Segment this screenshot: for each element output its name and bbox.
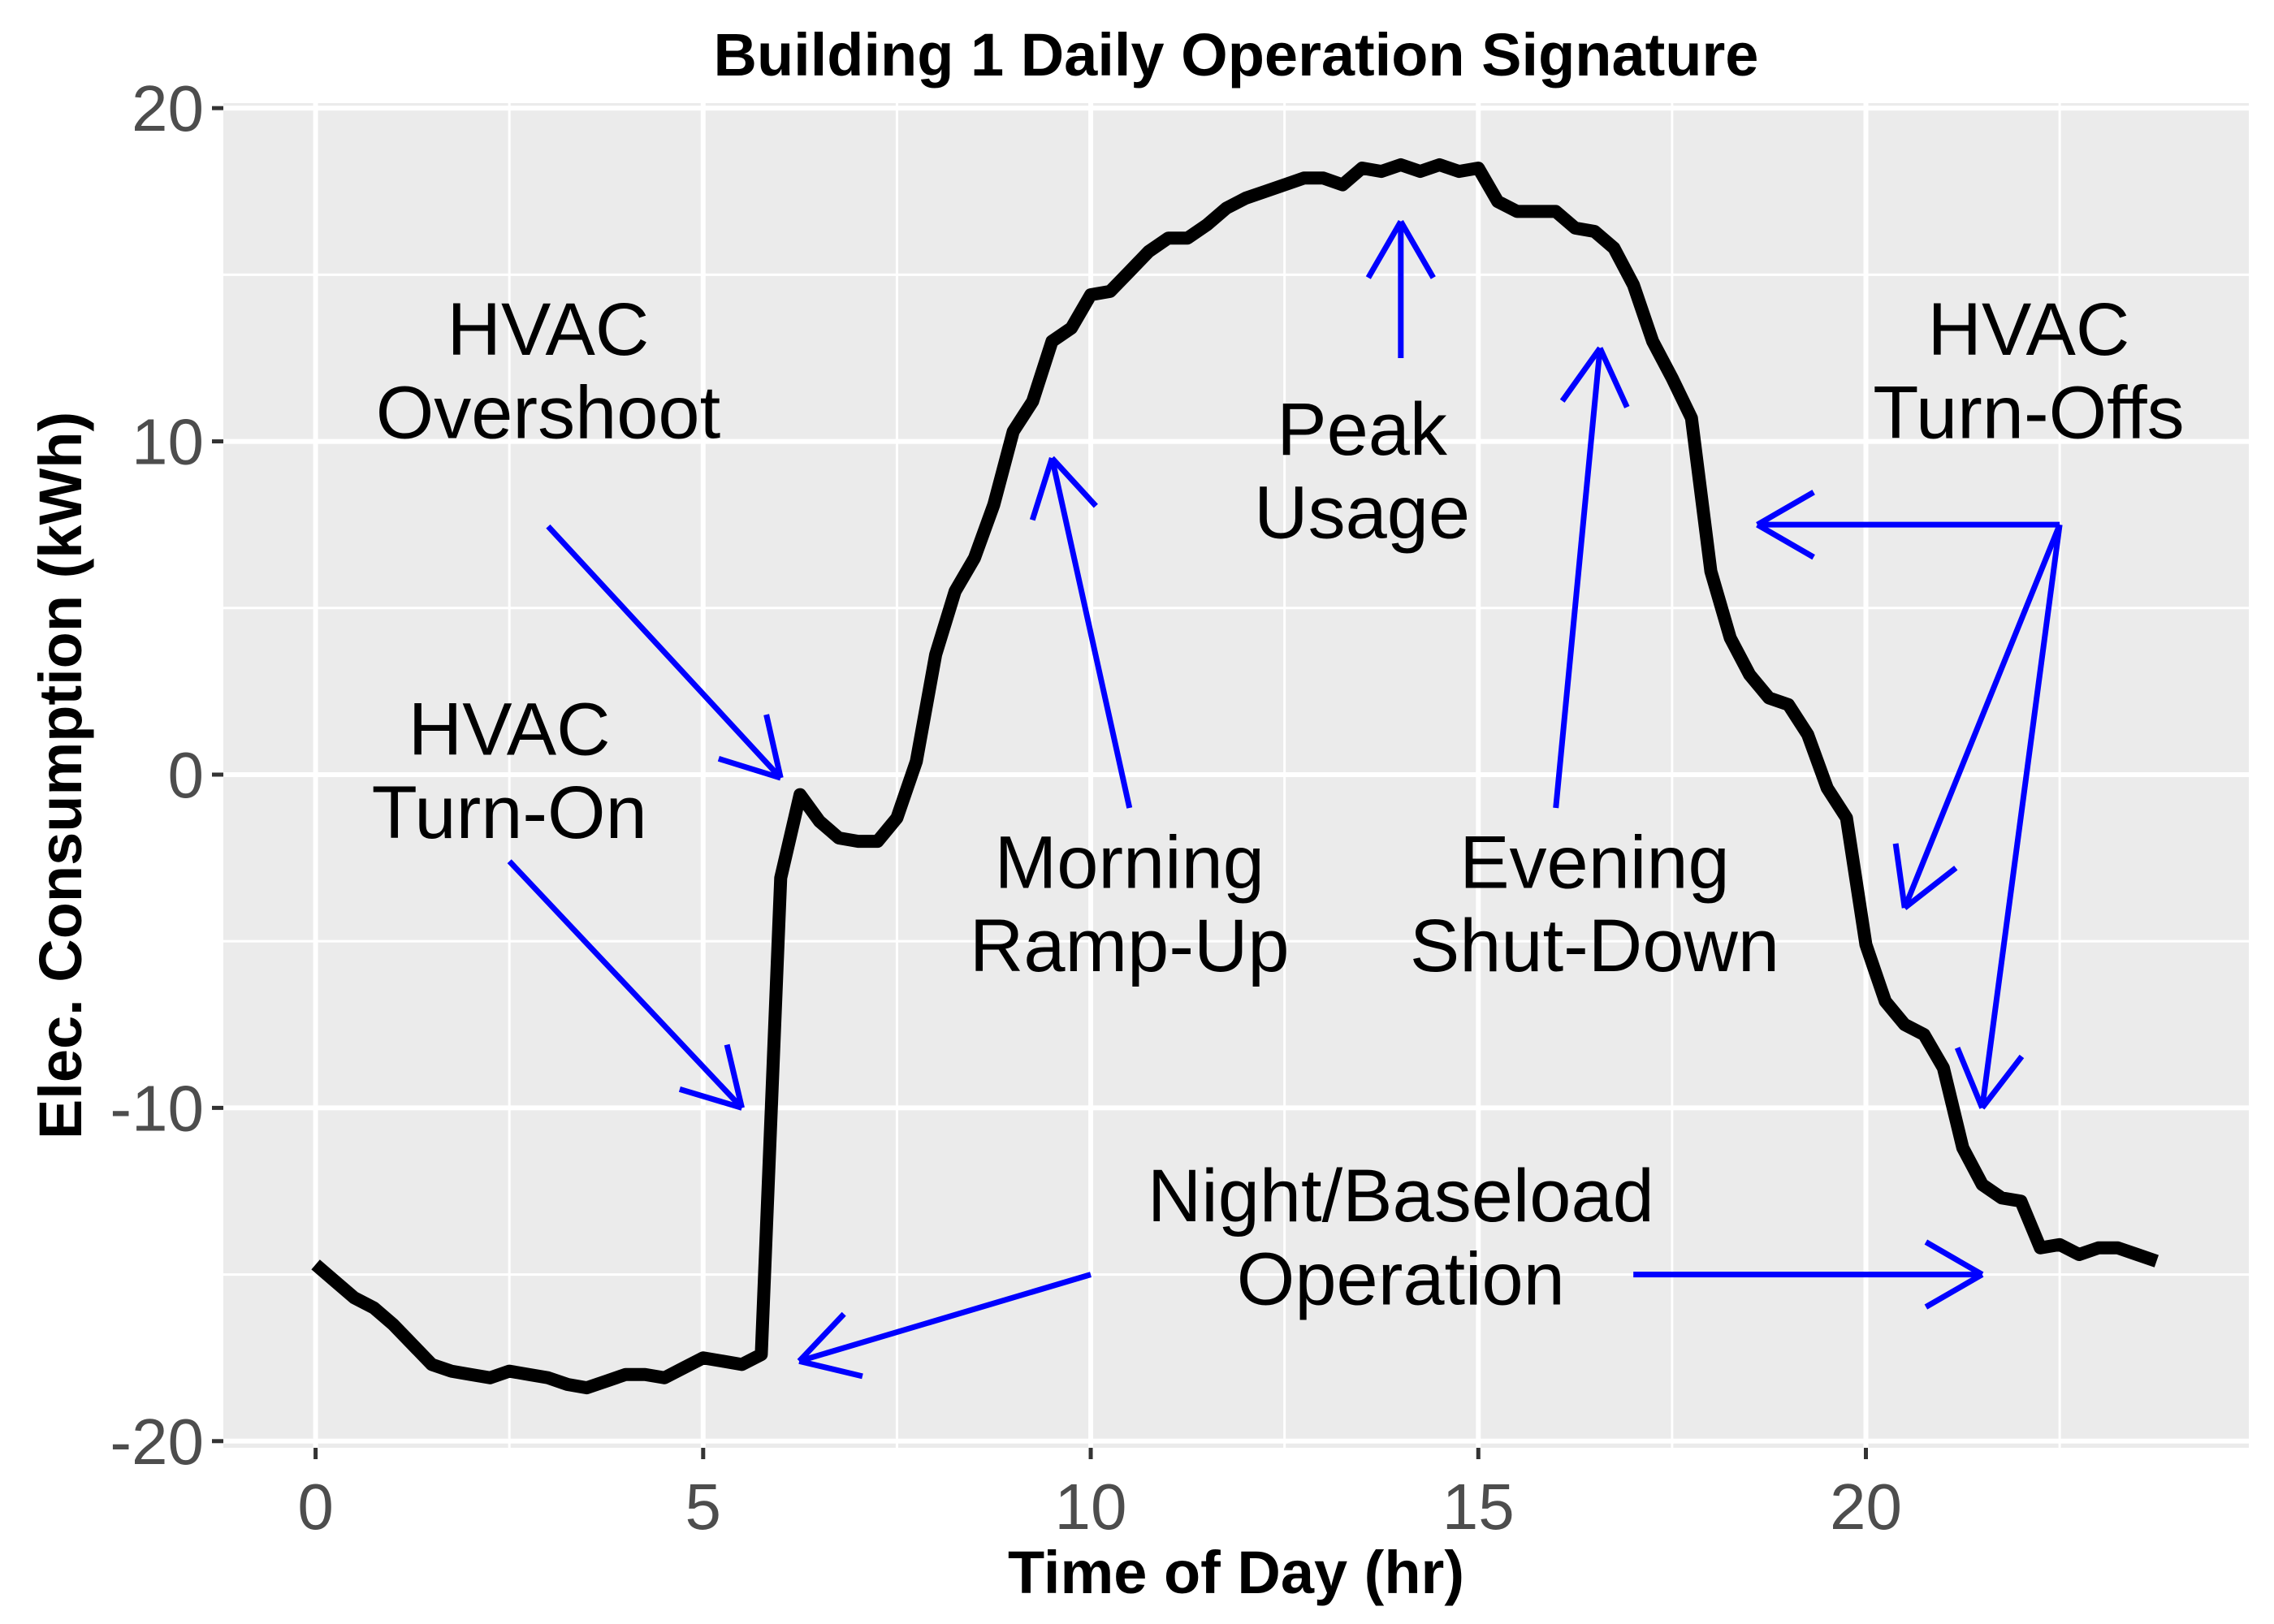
x-tick-label: 20 [1830,1471,1902,1543]
annotation-line: HVAC [447,288,650,371]
arrow-hvac-turn-off-1 [1756,490,2060,560]
y-tick-label: 20 [132,72,204,145]
arrow-peak-usage [1365,219,1436,358]
annotation-line: Ramp-Up [970,905,1290,987]
annotation-line: Peak [1277,388,1448,471]
series-line [311,158,2159,1395]
y-axis-title: Elec. Consumption (kWh) [27,412,94,1139]
major-gridlines [223,103,2249,1448]
y-tick-label: -20 [110,1406,204,1478]
annotation-line: Usage [1254,472,1470,555]
arrow-hvac-turn-on [507,859,745,1111]
y-tick-label: 0 [168,739,205,811]
x-tick-label: 5 [685,1471,722,1543]
annotation-line: HVAC [1928,288,2130,371]
x-tick-label: 0 [297,1471,334,1543]
annotation-arrows [507,219,2063,1380]
arrow-baseload-right [1633,1239,1984,1310]
arrow-hvac-turn-off-2 [1892,523,2063,910]
annotation-line: Night/Baseload [1148,1155,1654,1237]
annotation-line: Turn-Offs [1873,371,2184,454]
y-tick-label: 10 [132,406,204,478]
annotation-line: Overshoot [376,371,720,454]
y-axis: -20 -10 0 10 20 [110,72,223,1478]
annotation-line: Operation [1237,1238,1565,1321]
x-axis-title: Time of Day (hr) [1008,1539,1464,1606]
annotation-line: Morning [995,822,1265,905]
annotation-line: Evening [1459,822,1729,905]
consumption-line [311,158,2159,1395]
x-axis: 0 5 10 15 20 [297,1448,1902,1543]
arrow-evening-shut-down [1553,346,1630,809]
arrow-baseload-left [797,1272,1092,1380]
annotation-line: HVAC [409,688,611,771]
arrow-morning-ramp-up [1029,456,1133,809]
x-tick-label: 15 [1442,1471,1515,1543]
x-tick-label: 10 [1055,1471,1127,1543]
annotation-labels: HVACOvershootHVACTurn-OnMorningRamp-UpPe… [372,288,2185,1321]
chart-title: Building 1 Daily Operation Signature [714,21,1759,89]
arrow-hvac-overshoot [546,524,784,781]
annotation-line: Turn-On [372,771,647,854]
arrow-hvac-turn-off-3 [1954,524,2063,1110]
annotation-line: Shut-Down [1410,905,1779,987]
y-tick-label: -10 [110,1072,204,1144]
